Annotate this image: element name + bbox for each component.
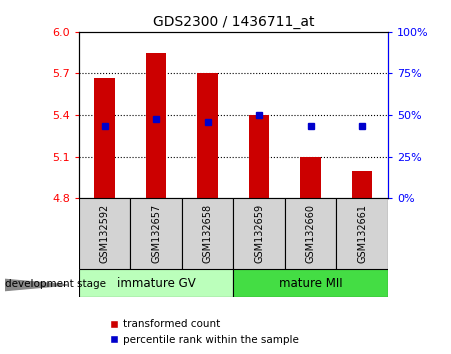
- Text: mature MII: mature MII: [279, 277, 342, 290]
- Bar: [94, 78, 115, 198]
- Bar: [234, 198, 285, 269]
- Bar: [336, 198, 388, 269]
- Text: GSM132661: GSM132661: [357, 204, 367, 263]
- Text: GSM132659: GSM132659: [254, 204, 264, 263]
- Text: GSM132658: GSM132658: [202, 204, 213, 263]
- Text: development stage: development stage: [5, 279, 106, 289]
- Bar: [79, 198, 130, 269]
- Bar: [79, 269, 234, 297]
- Bar: [146, 53, 166, 198]
- Title: GDS2300 / 1436711_at: GDS2300 / 1436711_at: [152, 16, 314, 29]
- Bar: [130, 198, 182, 269]
- Bar: [285, 198, 336, 269]
- Polygon shape: [5, 279, 68, 291]
- Text: GSM132657: GSM132657: [151, 204, 161, 263]
- Bar: [249, 115, 269, 198]
- Text: GSM132660: GSM132660: [306, 204, 316, 263]
- Bar: [182, 198, 234, 269]
- Bar: [300, 157, 321, 198]
- Text: GSM132592: GSM132592: [100, 204, 110, 263]
- Bar: [352, 171, 373, 198]
- Bar: [198, 73, 218, 198]
- Legend: transformed count, percentile rank within the sample: transformed count, percentile rank withi…: [105, 315, 303, 349]
- Text: immature GV: immature GV: [117, 277, 196, 290]
- Bar: [234, 269, 388, 297]
